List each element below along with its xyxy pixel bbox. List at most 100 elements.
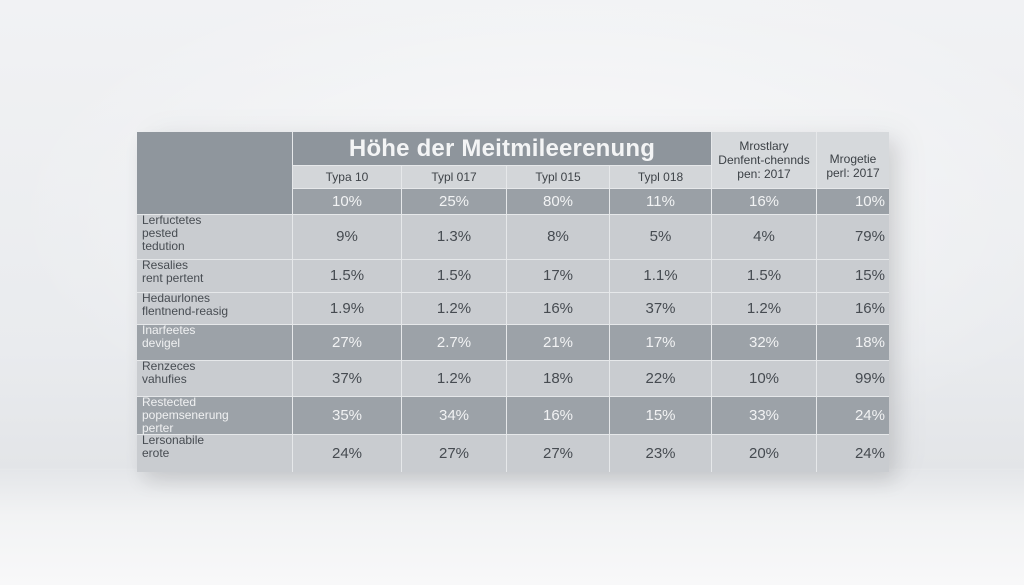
grid-line bbox=[293, 188, 889, 189]
row-label-line: tedution bbox=[142, 239, 185, 253]
table-cell: 32% bbox=[748, 333, 780, 351]
grid-line bbox=[137, 214, 889, 215]
column-header-4: Typl 018 bbox=[610, 165, 711, 188]
row-label: Inarfeetes devigel bbox=[137, 324, 292, 360]
table-cell: 1.2% bbox=[436, 299, 472, 317]
table-cell: 27% bbox=[331, 333, 363, 351]
row-label: Renzeces vahufies bbox=[137, 360, 292, 396]
header-corner bbox=[137, 132, 292, 214]
row-label: Restected popemsenerung perter bbox=[137, 395, 292, 435]
grid-line bbox=[293, 165, 711, 166]
table-row bbox=[137, 360, 889, 396]
table-cell: 18% bbox=[542, 369, 574, 387]
row-label-line: Inarfeetes bbox=[142, 323, 196, 337]
top-value-1: 10% bbox=[293, 188, 401, 214]
table-cell: 8% bbox=[547, 228, 569, 245]
table-cell: 34% bbox=[438, 406, 470, 424]
table-row bbox=[137, 396, 889, 434]
table-cell: 24% bbox=[854, 444, 885, 462]
table-cell: 17% bbox=[645, 333, 676, 351]
grid-line bbox=[137, 434, 889, 435]
column-header-5: Mrostlary Denfent-chennds pen: 2017 bbox=[712, 132, 816, 188]
grid-line bbox=[401, 165, 402, 472]
grid-line bbox=[137, 360, 889, 361]
table-cell: 79% bbox=[854, 228, 885, 245]
grid-line bbox=[292, 132, 293, 472]
data-table-board: Höhe der Meitmileerenung Typa 10 Typl 01… bbox=[137, 132, 889, 472]
table-cell: 24% bbox=[331, 444, 363, 462]
table-cell: 1.5% bbox=[436, 267, 472, 284]
column-header-3: Typl 015 bbox=[507, 165, 609, 188]
table-row bbox=[137, 434, 889, 472]
grid-line bbox=[137, 396, 889, 397]
top-value-2: 25% bbox=[402, 188, 506, 214]
row-label-line: Lerfuctetes bbox=[142, 213, 202, 227]
table-cell: 33% bbox=[748, 406, 780, 424]
table-cell: 18% bbox=[854, 333, 885, 351]
table-cell: 1.9% bbox=[329, 299, 365, 317]
table-cell: 22% bbox=[645, 369, 676, 387]
grid-line bbox=[137, 324, 889, 325]
table-cell: 21% bbox=[542, 333, 574, 351]
table-cell: 23% bbox=[645, 444, 676, 462]
column-header-1: Typa 10 bbox=[293, 165, 401, 188]
table-cell: 16% bbox=[854, 299, 885, 317]
grid-line bbox=[816, 132, 817, 472]
table-cell: 1.2% bbox=[746, 299, 782, 317]
table-cell: 37% bbox=[645, 299, 676, 317]
table-row bbox=[137, 259, 889, 292]
top-value-6: 10% bbox=[817, 188, 889, 214]
row-label: Hedaurlones flentnend-reasig bbox=[137, 292, 292, 324]
grid-line bbox=[711, 132, 712, 472]
grid-line bbox=[506, 165, 507, 472]
table-cell: 15% bbox=[854, 267, 885, 284]
grid-line bbox=[609, 165, 610, 472]
table-cell: 24% bbox=[854, 406, 885, 424]
row-label-line: popemsenerung bbox=[142, 408, 229, 422]
floor-surface bbox=[0, 470, 1024, 585]
table-cell: 2.7% bbox=[436, 333, 472, 351]
table-row bbox=[137, 214, 889, 259]
table-cell: 5% bbox=[649, 228, 672, 245]
top-value-5: 16% bbox=[712, 188, 816, 214]
row-label-line: devigel bbox=[142, 336, 181, 350]
table-cell: 1.2% bbox=[436, 369, 472, 387]
table-cell: 1.3% bbox=[436, 228, 472, 245]
table-cell: 99% bbox=[854, 369, 885, 387]
row-label: Lerfuctetes pested tedution bbox=[137, 214, 292, 259]
row-label-line: pested bbox=[142, 226, 179, 240]
table-cell: 1.1% bbox=[643, 267, 678, 284]
row-label-line: perter bbox=[142, 421, 174, 435]
top-value-4: 11% bbox=[610, 188, 711, 214]
table-cell: 1.5% bbox=[746, 267, 782, 284]
row-label-line: vahufies bbox=[142, 372, 187, 386]
grid-line bbox=[137, 292, 889, 293]
row-label-line: Hedaurlones bbox=[142, 291, 211, 305]
table-cell: 15% bbox=[645, 406, 676, 424]
row-label-line: Lersonabile bbox=[142, 433, 205, 447]
column-header-6-line-2: perl: 2017 bbox=[826, 166, 880, 180]
column-header-5-line-2: Denfent-chennds bbox=[718, 153, 810, 167]
row-label-line: Renzeces bbox=[142, 359, 196, 373]
table-cell: 27% bbox=[542, 444, 574, 462]
column-header-5-line-3: pen: 2017 bbox=[737, 167, 791, 181]
table-cell: 16% bbox=[542, 299, 574, 317]
table-row bbox=[137, 324, 889, 360]
table-cell: 17% bbox=[542, 267, 574, 284]
table-cell: 16% bbox=[542, 406, 574, 424]
table-cell: 1.5% bbox=[329, 267, 365, 284]
table-cell: 20% bbox=[748, 444, 780, 462]
table-cell: 10% bbox=[748, 369, 780, 387]
table-row bbox=[137, 292, 889, 324]
row-label-line: Restected bbox=[142, 395, 197, 409]
table-cell: 35% bbox=[331, 406, 363, 424]
grid-line bbox=[137, 259, 889, 260]
column-header-6-line-1: Mrogetie bbox=[829, 152, 877, 166]
table-cell: 37% bbox=[331, 369, 363, 387]
table-cell: 9% bbox=[336, 228, 358, 245]
top-value-3: 80% bbox=[507, 188, 609, 214]
table-title: Höhe der Meitmileerenung bbox=[293, 132, 711, 165]
row-label: Resalies rent pertent bbox=[137, 259, 292, 292]
row-label-line: erote bbox=[142, 446, 170, 460]
row-label-line: flentnend-reasig bbox=[142, 304, 229, 318]
